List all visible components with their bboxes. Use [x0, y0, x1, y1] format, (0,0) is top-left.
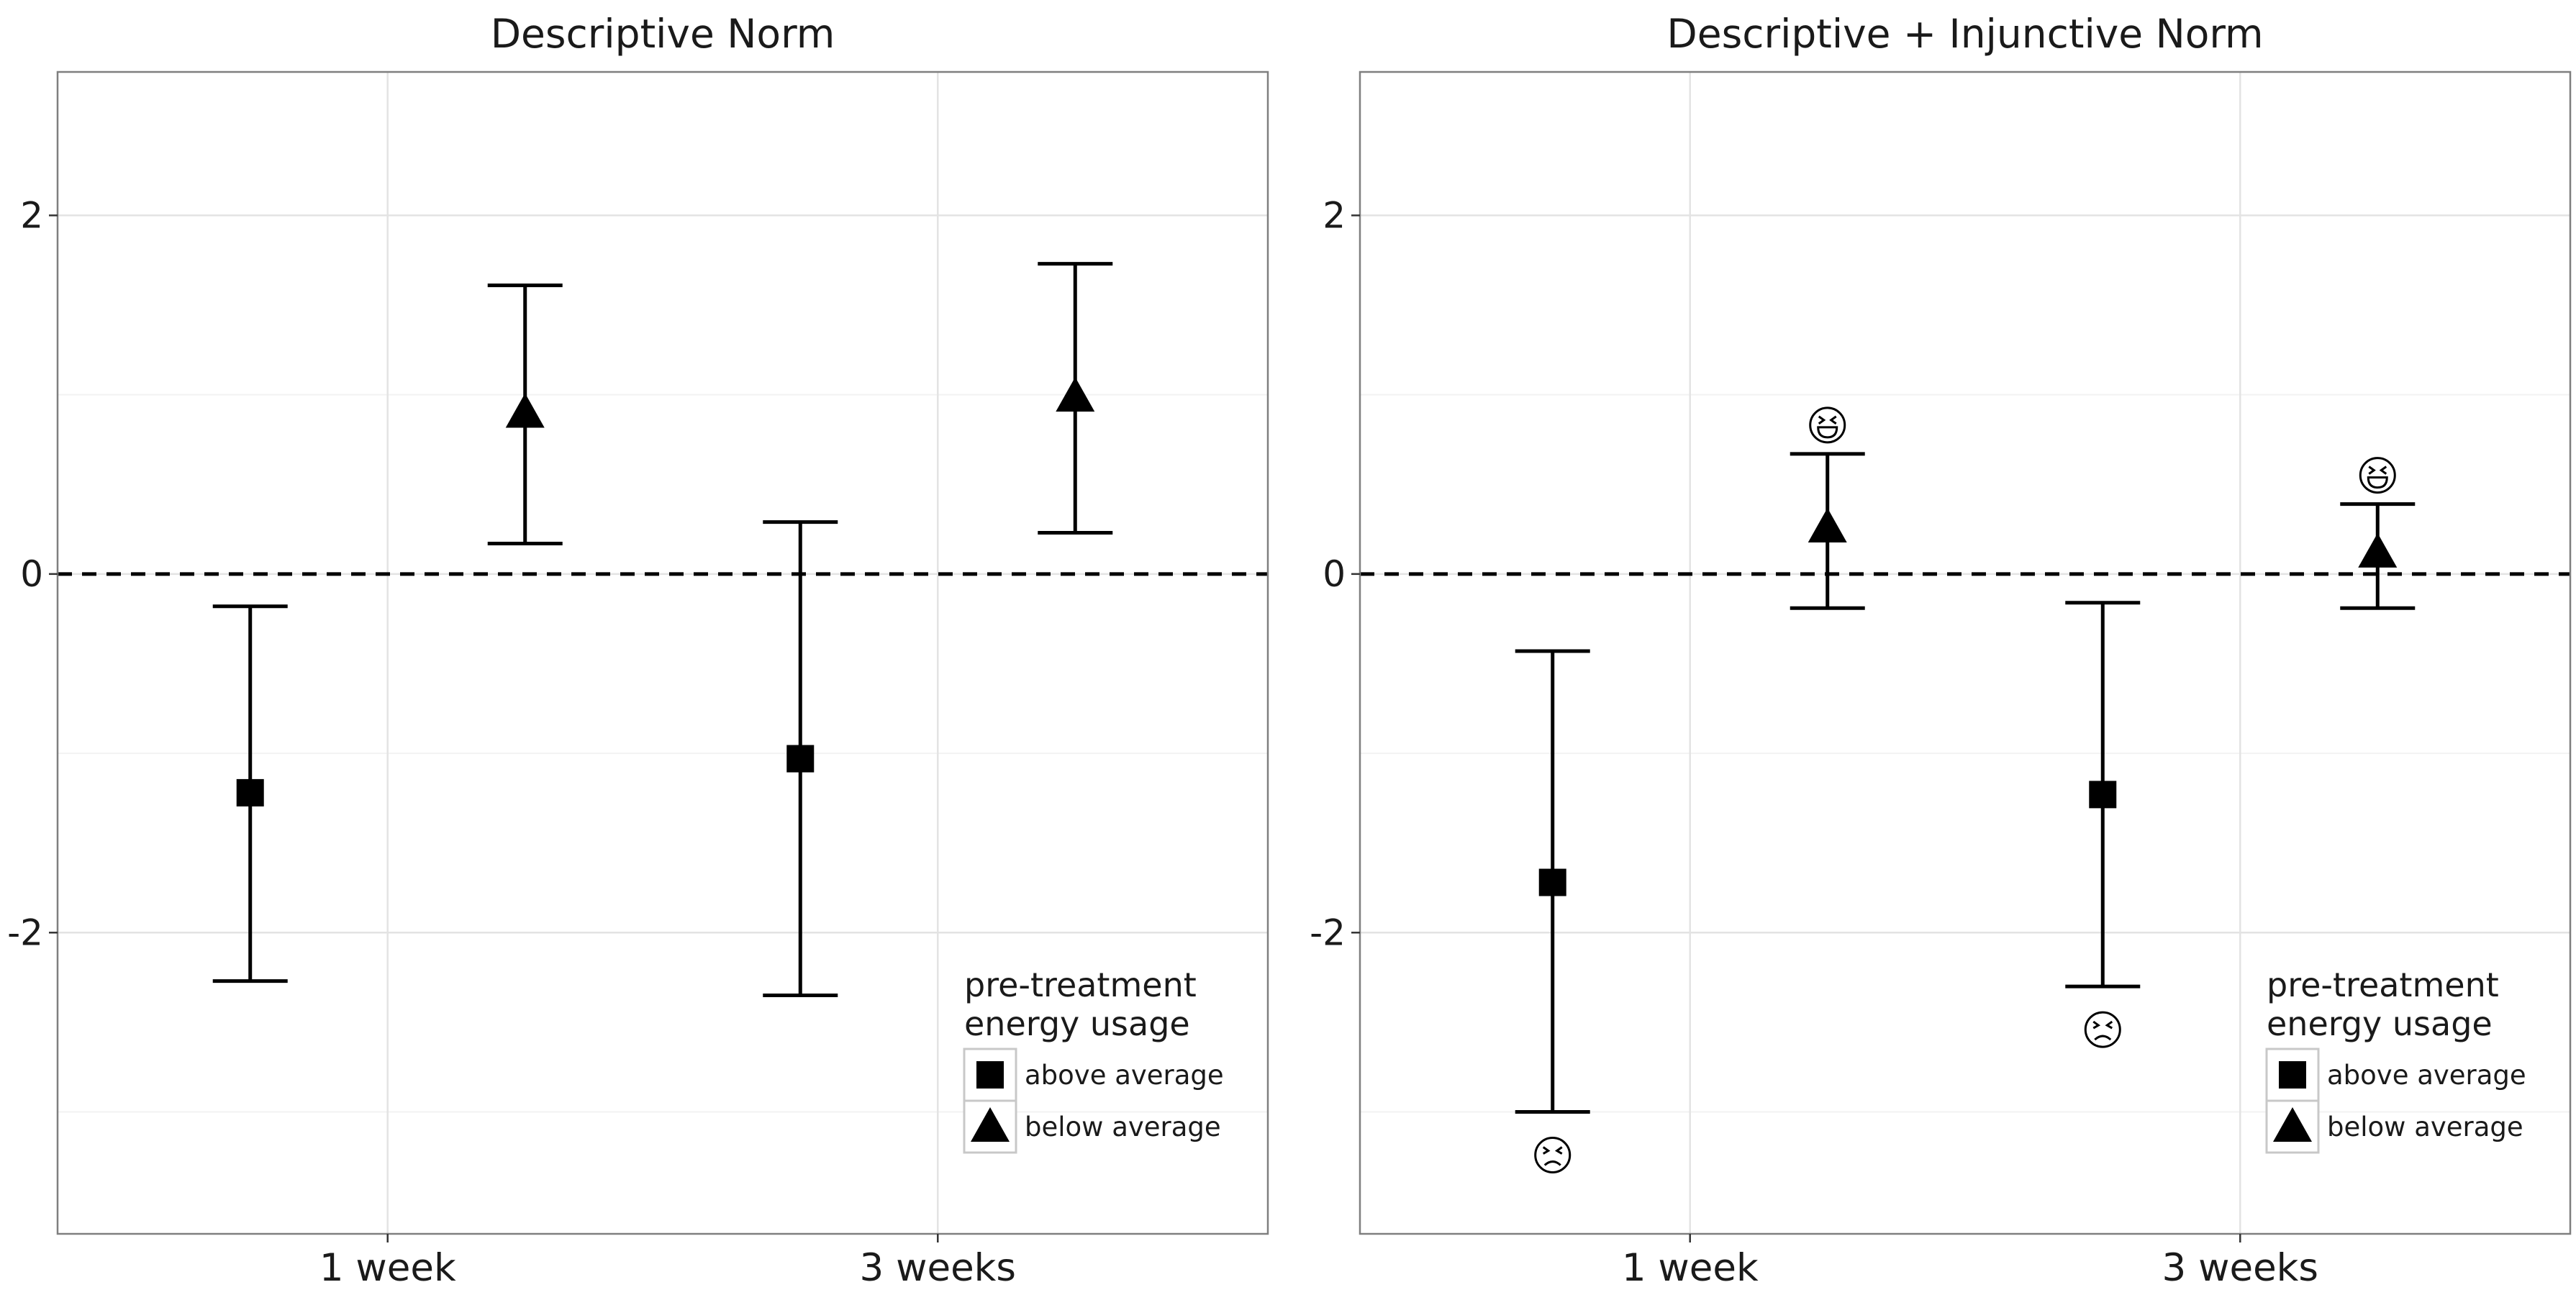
emoji-eye	[1829, 415, 1837, 425]
y-tick-label: -2	[7, 912, 43, 953]
square-marker	[786, 745, 815, 773]
y-tick-label: 0	[20, 553, 43, 595]
legend-label: below average	[1025, 1112, 1221, 1142]
emoji-eye	[2105, 1020, 2113, 1030]
emoji-mouth	[1543, 1160, 1561, 1166]
x-tick-label: 1 week	[1622, 1246, 1759, 1290]
persevering-face-emoji	[2084, 1011, 2121, 1048]
legend-label: above average	[2327, 1060, 2526, 1091]
y-tick-label: -2	[1310, 912, 1346, 953]
grinning-squinting-face-emoji	[2359, 457, 2396, 494]
legend-title: pre-treatment	[964, 965, 1197, 1004]
triangle-marker	[505, 393, 545, 428]
emoji-mouth	[1817, 426, 1838, 439]
legend-title: energy usage	[964, 1004, 1190, 1043]
emoji-mouth	[2367, 476, 2388, 489]
legend-label: below average	[2327, 1112, 2523, 1142]
panel-title: Descriptive Norm	[491, 11, 835, 57]
emoji-eye	[1554, 1146, 1563, 1155]
panel-border	[1359, 71, 2572, 1235]
emoji-eye	[2368, 465, 2376, 475]
square-marker	[2089, 781, 2117, 809]
emoji-eye	[2092, 1020, 2101, 1030]
legend-label: above average	[1025, 1060, 1224, 1091]
emoji-eye	[1818, 415, 1826, 425]
y-tick-label: 0	[1323, 553, 1346, 595]
square-marker	[1538, 868, 1566, 896]
panel-2: Descriptive + Injunctive Norm 2 0 -2 1 week 3…	[1310, 11, 2572, 1290]
emoji-face	[2084, 1011, 2121, 1048]
y-tick-label: 2	[1323, 194, 1346, 236]
y-tick-label: 2	[20, 194, 43, 236]
emoji-mouth	[2094, 1035, 2112, 1041]
persevering-face-emoji	[1534, 1137, 1572, 1174]
legend-triangle-symbol	[971, 1107, 1010, 1142]
emoji-eye	[1542, 1146, 1551, 1155]
panel-border	[56, 71, 1269, 1235]
legend-title: energy usage	[2267, 1004, 2493, 1043]
triangle-marker	[1056, 377, 1095, 412]
x-tick-label: 3 weeks	[860, 1246, 1016, 1290]
panel-title: Descriptive + Injunctive Norm	[1666, 11, 2263, 57]
emoji-eye	[2379, 465, 2387, 475]
triangle-marker	[2358, 532, 2398, 568]
legend-square-symbol	[2279, 1061, 2306, 1089]
emoji-face	[1534, 1137, 1572, 1174]
x-tick-label: 1 week	[319, 1246, 456, 1290]
square-marker	[236, 778, 264, 806]
legend-triangle-symbol	[2273, 1107, 2312, 1142]
grinning-squinting-face-emoji	[1809, 406, 1846, 444]
triangle-marker	[1808, 508, 1847, 543]
emoji-face	[1809, 406, 1846, 444]
x-tick-label: 3 weeks	[2162, 1246, 2318, 1290]
legend-title: pre-treatment	[2267, 965, 2499, 1004]
panel-1: Descriptive Norm 2 0 -2 1 week 3 weeks pre-tre…	[7, 11, 1269, 1290]
legend-square-symbol	[976, 1061, 1004, 1089]
emoji-face	[2359, 457, 2396, 494]
